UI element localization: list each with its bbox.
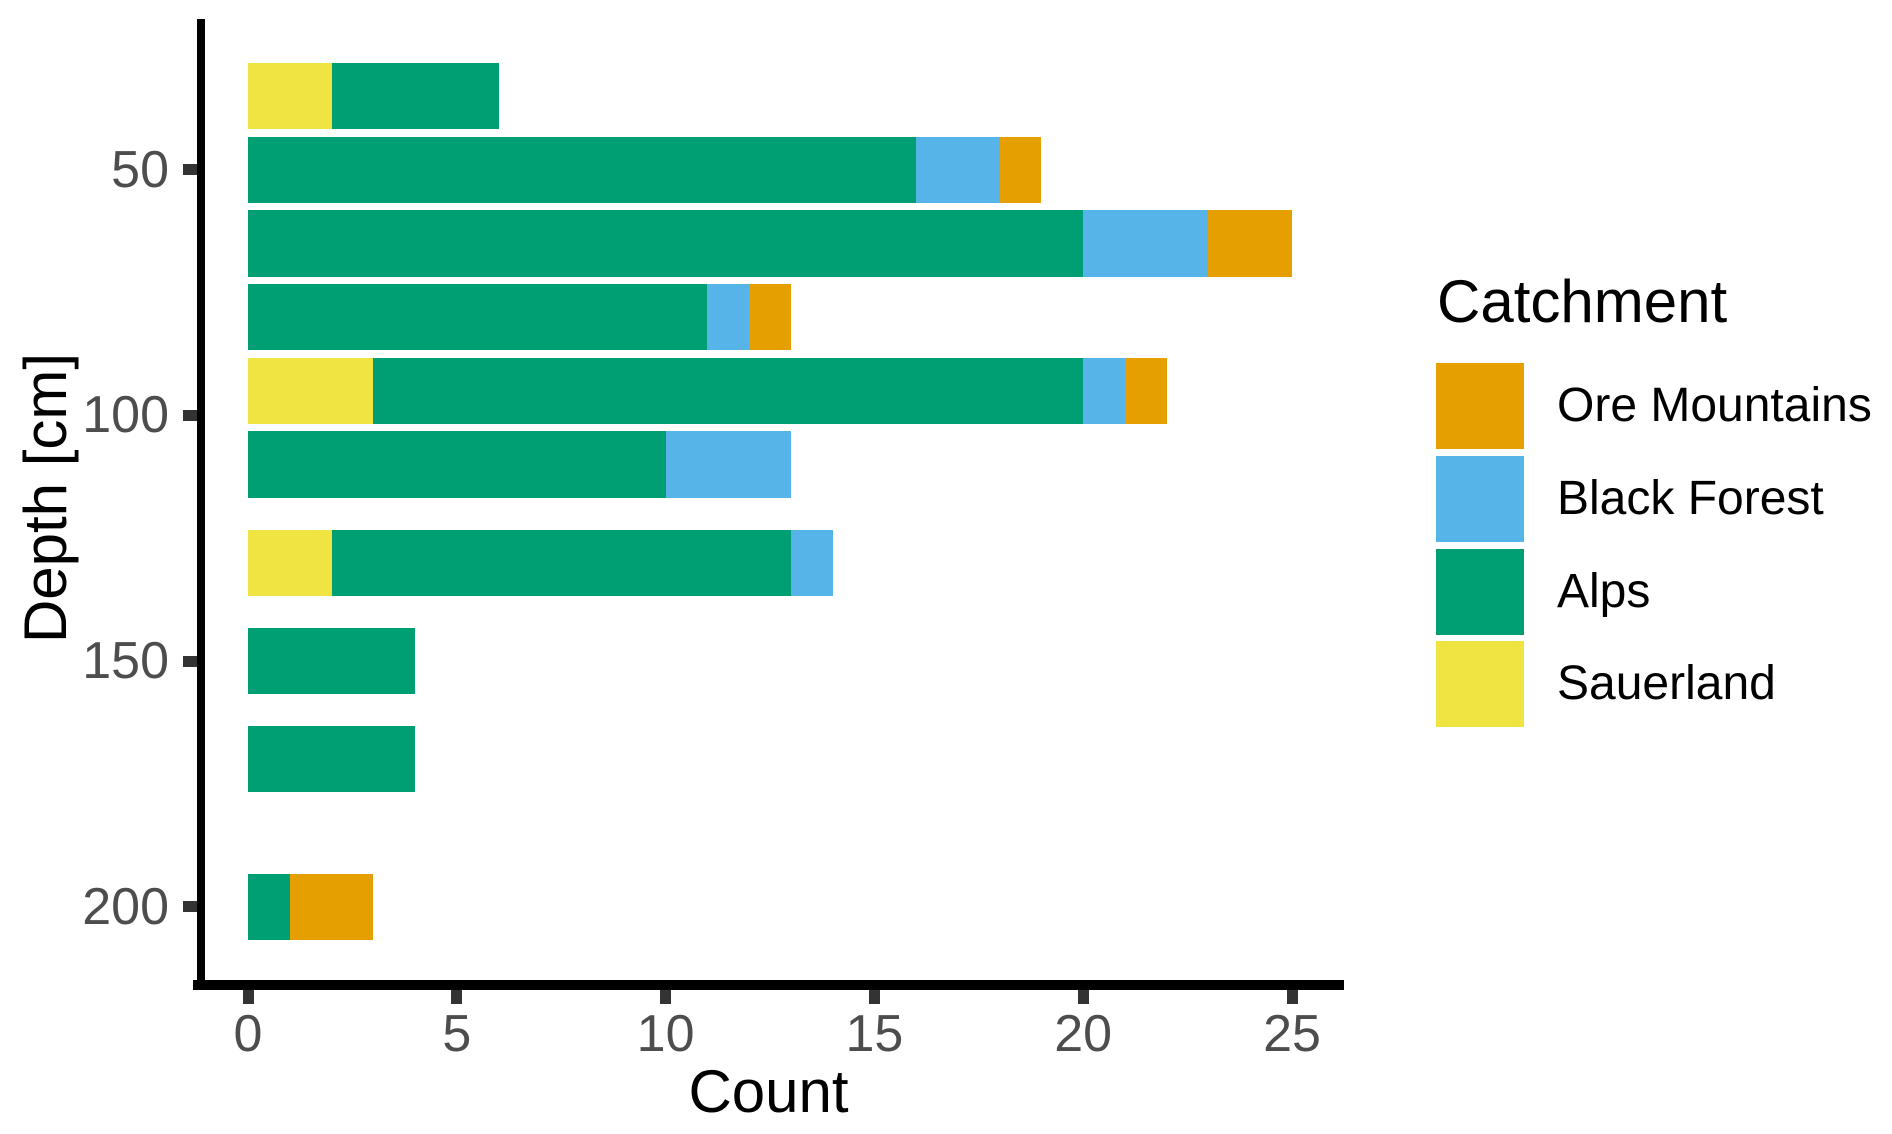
bar-segment	[248, 873, 290, 940]
legend-item-label: Sauerland	[1557, 657, 1776, 711]
bar-segment	[248, 357, 374, 424]
x-axis-line	[193, 980, 1344, 990]
x-tick-label: 15	[845, 1005, 904, 1063]
x-tick-label: 10	[636, 1005, 695, 1063]
legend-item-label: Black Forest	[1557, 471, 1824, 525]
bar-segment	[1083, 210, 1209, 277]
x-tick-mark	[451, 990, 463, 1004]
bar-segment	[790, 529, 833, 596]
bar-segment	[1124, 357, 1167, 424]
y-axis-line	[197, 19, 205, 990]
bar-segment	[707, 284, 750, 351]
bar-segment	[248, 627, 416, 695]
x-tick-label: 20	[1054, 1005, 1113, 1063]
y-tick-label: 100	[82, 386, 169, 445]
legend-swatch	[1436, 363, 1524, 449]
bar-segment	[665, 431, 791, 498]
y-tick-label: 150	[82, 632, 169, 690]
y-tick-label: 200	[82, 877, 169, 936]
x-tick-label: 5	[442, 1005, 472, 1063]
bar-segment	[373, 357, 1084, 424]
x-tick-mark	[242, 990, 254, 1004]
x-tick-label: 25	[1263, 1005, 1321, 1063]
bar-segment	[248, 210, 1084, 277]
bar-segment	[248, 431, 666, 498]
bar-segment	[331, 63, 499, 130]
bar-segment	[248, 284, 708, 351]
y-tick-mark	[183, 655, 197, 667]
bar-segment	[749, 284, 791, 351]
legend-swatch	[1436, 548, 1524, 635]
bar-segment	[1083, 357, 1125, 424]
y-axis-title: Depth [cm]	[12, 352, 79, 644]
x-tick-mark	[660, 990, 672, 1004]
x-axis-title: Count	[688, 1058, 849, 1125]
bar-segment	[248, 63, 332, 130]
y-tick-mark	[183, 409, 197, 421]
x-tick-mark	[868, 990, 880, 1004]
legend-swatch	[1436, 455, 1524, 542]
x-tick-mark	[1286, 990, 1298, 1004]
bar-segment	[248, 136, 917, 203]
y-tick-mark	[183, 164, 197, 176]
legend-item-label: Ore Mountains	[1557, 379, 1872, 432]
bar-segment	[289, 873, 374, 940]
legend-item-label: Alps	[1557, 564, 1651, 618]
bar-segment	[916, 136, 1000, 203]
y-tick-mark	[183, 901, 197, 913]
bar-segment	[1208, 210, 1292, 277]
legend-title: Catchment	[1437, 268, 1728, 335]
bar-segment	[999, 136, 1042, 203]
y-tick-label: 50	[111, 140, 169, 199]
legend-swatch	[1436, 641, 1524, 728]
bar-segment	[248, 529, 332, 596]
x-tick-mark	[1077, 990, 1089, 1004]
bar-segment	[248, 726, 416, 793]
bar-segment	[331, 529, 791, 596]
x-tick-label: 0	[233, 1005, 263, 1063]
